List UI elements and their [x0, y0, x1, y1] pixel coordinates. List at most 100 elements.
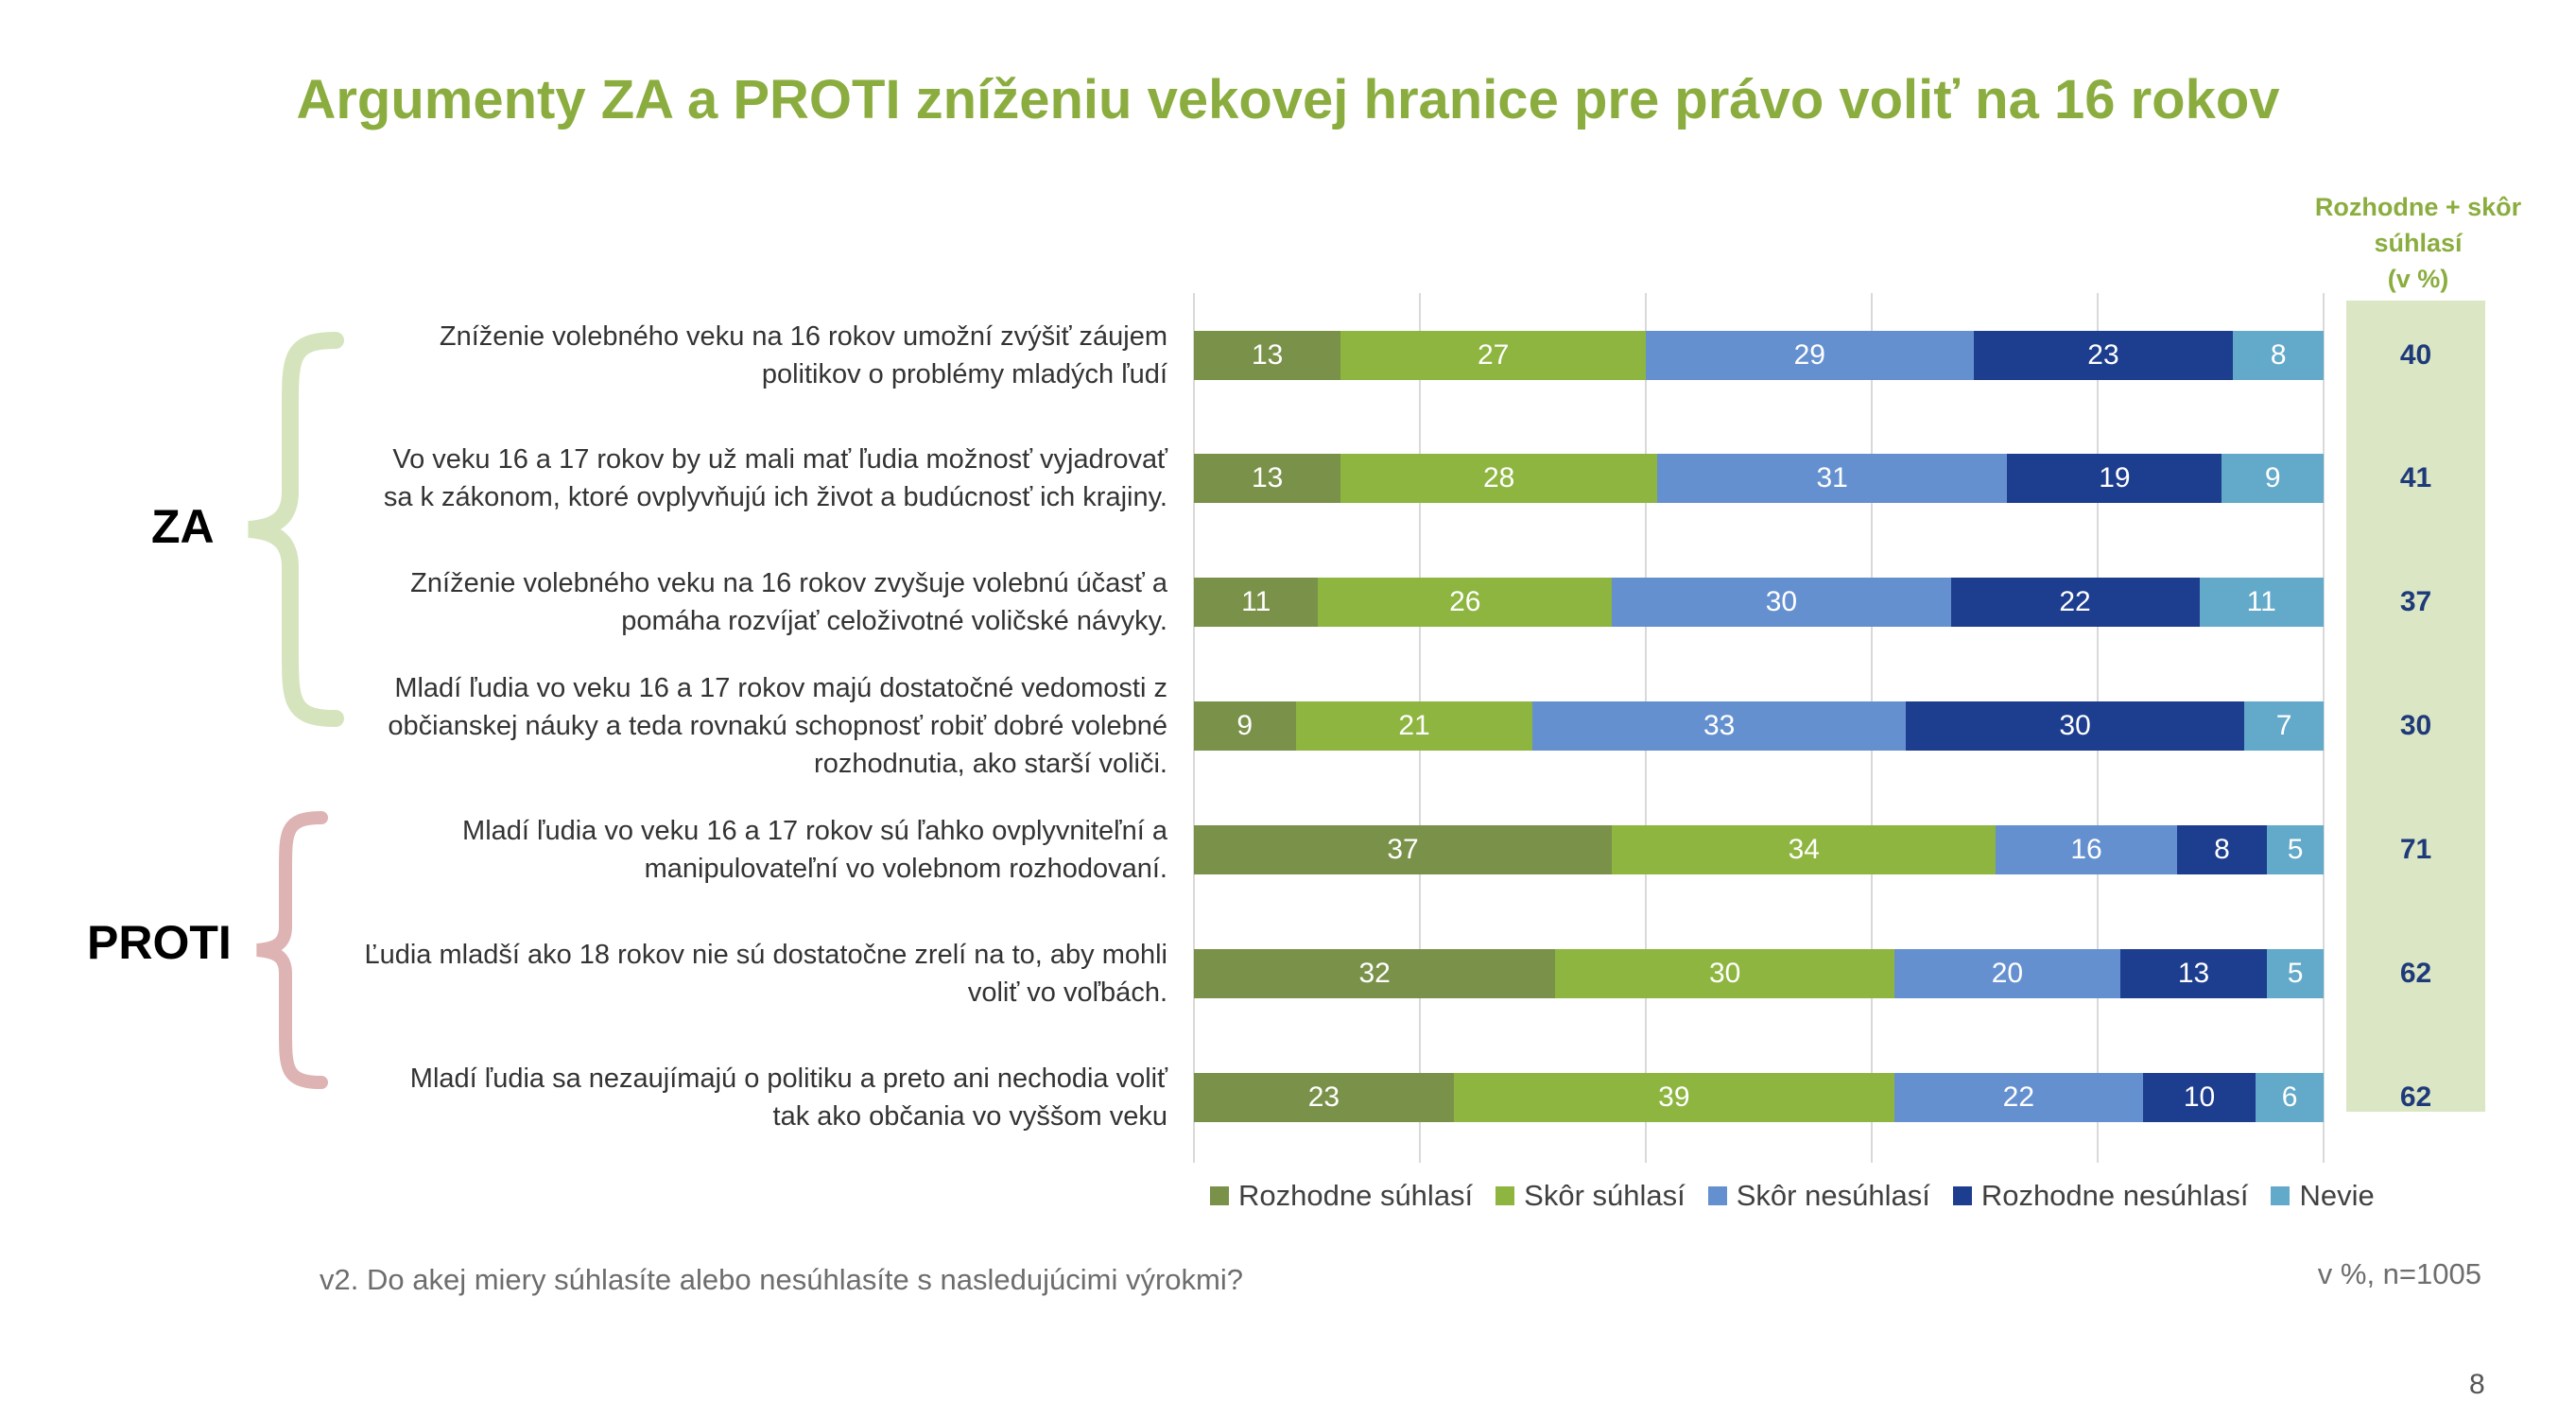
bar-segment: 31 [1656, 454, 2008, 503]
legend-item: Skôr súhlasí [1495, 1179, 1686, 1213]
bar-segment: 26 [1318, 578, 1613, 627]
legend-swatch [2271, 1186, 2291, 1205]
bar-segment: 29 [1645, 331, 1974, 380]
question-footnote: v2. Do akej miery súhlasíte alebo nesúhl… [320, 1263, 1243, 1296]
row-label: Vo veku 16 a 17 rokov by už mali mať ľud… [317, 441, 1167, 516]
bar-row: 23 39 22 10 6 [1194, 1073, 2324, 1122]
bar-segment: 16 [1996, 825, 2177, 874]
bar-segment: 19 [2007, 454, 2222, 503]
summary-value: 40 [2399, 339, 2432, 371]
row-label-line: manipulovateľní vo volebnom rozhodovaní. [644, 854, 1167, 884]
bar-segment: 32 [1194, 949, 1556, 998]
row-label-lines: Zníženie volebného veku na 16 rokov umož… [440, 318, 1167, 393]
legend-swatch [1210, 1186, 1229, 1205]
row-label: Zníženie volebného veku na 16 rokov zvyš… [317, 564, 1167, 640]
bar-row: 13 28 31 19 9 [1194, 454, 2324, 503]
row-label: Mladí ľudia vo veku 16 a 17 rokov sú ľah… [317, 812, 1167, 888]
group-label-za: ZA [151, 499, 215, 554]
summary-column-background [2346, 301, 2485, 1112]
row-label-line: voliť vo voľbách. [967, 977, 1167, 1008]
bar-segment: 39 [1453, 1073, 1894, 1122]
row-label-line: Vo veku 16 a 17 rokov by už mali mať ľud… [392, 444, 1167, 475]
row-label-lines: Mladí ľudia vo veku 16 a 17 rokov majú d… [388, 669, 1167, 783]
row-label-line: občianskej náuky a teda rovnakú schopnos… [388, 711, 1167, 741]
proti-brace-path [256, 811, 328, 1089]
summary-value: 71 [2399, 834, 2432, 865]
sample-size-note: v %, n=1005 [2317, 1257, 2481, 1290]
legend: Rozhodne súhlasí Skôr súhlasí Skôr nesúhla… [1210, 1172, 2397, 1219]
row-label-line: Zníženie volebného veku na 16 rokov umož… [439, 321, 1167, 352]
row-label-line: pomáha rozvíjať celoživotné voličské náv… [621, 606, 1167, 636]
row-label-line: politikov o problémy mladých ľudí [761, 359, 1167, 389]
bar-segment: 8 [2176, 825, 2268, 874]
legend-item: Rozhodne nesúhlasí [1952, 1179, 2249, 1213]
legend-item: Nevie [2271, 1179, 2375, 1213]
summary-header-line: (v %) [2387, 265, 2449, 293]
bar-segment: 34 [1612, 825, 1997, 874]
row-label-line: tak ako občania vo vyššom veku [772, 1101, 1167, 1132]
bar-segment: 13 [1194, 454, 1341, 503]
summary-value: 62 [2399, 958, 2432, 989]
row-label-line: rozhodnutia, ako starší voliči. [814, 749, 1167, 779]
page-number: 8 [2469, 1369, 2485, 1400]
bar-segment: 9 [1194, 701, 1296, 751]
legend-label: Nevie [2299, 1179, 2375, 1212]
summary-header-line: Rozhodne + skôr [2314, 193, 2522, 221]
bar-segment: 23 [1973, 331, 2234, 380]
summary-header-line: súhlasí [2374, 229, 2463, 257]
bar-segment: 8 [2233, 331, 2324, 380]
bar-segment: 11 [1194, 578, 1319, 627]
legend-label: Skôr nesúhlasí [1736, 1179, 1930, 1212]
bar-row: 13 27 29 23 8 [1194, 331, 2324, 380]
summary-header: Rozhodne + skôr súhlasí (v %) [2305, 189, 2532, 297]
chart-title: Argumenty ZA a PROTI zníženiu vekovej hr… [296, 69, 2280, 130]
summary-value: 37 [2399, 586, 2432, 617]
bar-segment: 30 [1612, 578, 1951, 627]
bar-segment: 13 [2119, 949, 2268, 998]
legend-swatch [1952, 1186, 1972, 1205]
row-label-lines: Ľudia mladší ako 18 rokov nie sú dostato… [364, 936, 1167, 1012]
legend-label: Rozhodne nesúhlasí [1980, 1179, 2249, 1212]
proti-brace [256, 811, 328, 1089]
bar-segment: 5 [2267, 825, 2324, 874]
bar-segment: 10 [2142, 1073, 2256, 1122]
row-label: Zníženie volebného veku na 16 rokov umož… [317, 318, 1167, 393]
bar-segment: 11 [2199, 578, 2324, 627]
bar-segment: 23 [1194, 1073, 1454, 1122]
summary-value: 41 [2399, 462, 2432, 493]
group-label-proti-text: PROTI [87, 916, 232, 969]
bar-segment: 13 [1194, 331, 1341, 380]
legend-swatch [1495, 1186, 1515, 1205]
bar-segment: 30 [1555, 949, 1894, 998]
row-label-line: Mladí ľudia sa nezaujímajú o politiku a … [409, 1064, 1167, 1094]
bar-segment: 21 [1295, 701, 1533, 751]
summary-value: 30 [2399, 710, 2432, 741]
bar-segment: 9 [2222, 454, 2324, 503]
row-label-lines: Mladí ľudia sa nezaujímajú o politiku a … [410, 1060, 1167, 1135]
bar-segment: 27 [1340, 331, 1646, 380]
legend-item: Rozhodne súhlasí [1210, 1179, 1473, 1213]
za-brace [248, 332, 344, 727]
bar-segment: 5 [2267, 949, 2324, 998]
bar-row: 11 26 30 22 11 [1194, 578, 2324, 627]
bar-segment: 20 [1893, 949, 2120, 998]
bar-segment: 22 [1893, 1073, 2143, 1122]
bar-segment: 30 [1905, 701, 2245, 751]
row-label-lines: Vo veku 16 a 17 rokov by už mali mať ľud… [384, 441, 1167, 516]
bar-segment: 7 [2244, 701, 2324, 751]
row-label-line: Zníženie volebného veku na 16 rokov zvyš… [410, 568, 1167, 598]
bar-row: 37 34 16 8 5 [1194, 825, 2324, 874]
bar-segment: 6 [2256, 1073, 2324, 1122]
row-label-line: Ľudia mladší ako 18 rokov nie sú dostato… [364, 940, 1167, 970]
row-label-line: sa k zákonom, ktoré ovplyvňujú ich život… [383, 482, 1167, 512]
legend-swatch [1707, 1186, 1727, 1205]
gridline [2323, 293, 2325, 1163]
legend-label: Skôr súhlasí [1524, 1179, 1686, 1212]
row-label: Ľudia mladší ako 18 rokov nie sú dostato… [317, 936, 1167, 1012]
za-brace-path [248, 332, 344, 727]
summary-value: 62 [2399, 1081, 2432, 1113]
legend-label: Rozhodne súhlasí [1238, 1179, 1474, 1212]
group-label-za-text: ZA [151, 500, 215, 553]
bar-segment: 22 [1950, 578, 2200, 627]
legend-item: Skôr nesúhlasí [1707, 1179, 1930, 1213]
